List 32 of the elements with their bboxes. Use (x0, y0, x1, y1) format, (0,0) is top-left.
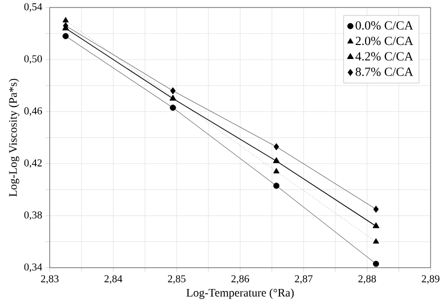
point (372, 238, 380, 244)
y-tick-label: 0,42 (24, 159, 42, 168)
point (273, 157, 280, 164)
point (373, 206, 379, 213)
y-tick-label: 0,38 (24, 211, 42, 220)
point (170, 94, 176, 101)
legend-label: 4.2% C/CA (355, 52, 414, 61)
x-tick-label: 2,84 (104, 275, 122, 284)
point (273, 182, 280, 189)
y-tick-label: 0,46 (24, 107, 42, 116)
point (62, 16, 69, 22)
y-tick-label: 0,54 (24, 3, 42, 12)
legend-label: 8.7% C/CA (356, 68, 414, 76)
point (274, 143, 280, 150)
x-axis-title: Log-Temperature (°Ra) (186, 288, 294, 299)
y-axis-title: Log-Log Viscosity (Pa*s) (8, 78, 20, 197)
point (170, 87, 176, 94)
x-tick-label: 2,89 (422, 275, 440, 284)
x-tick-label: 2,83 (41, 275, 59, 284)
y-tick-label: 0,34 (24, 263, 42, 272)
x-tick-label: 2,86 (231, 275, 250, 284)
point (372, 260, 380, 267)
legend-label: 2.0% C/CA (356, 36, 414, 46)
point (372, 222, 380, 228)
x-tick-label: 2,87 (294, 275, 313, 284)
point (273, 168, 280, 174)
point (62, 33, 69, 40)
y-tick-label: 0,50 (24, 55, 42, 64)
x-tick-label: 2,88 (358, 275, 376, 284)
legend-label: 0.0% C/CA (356, 21, 414, 30)
point (170, 104, 176, 111)
x-tick-label: 2,85 (168, 275, 186, 284)
